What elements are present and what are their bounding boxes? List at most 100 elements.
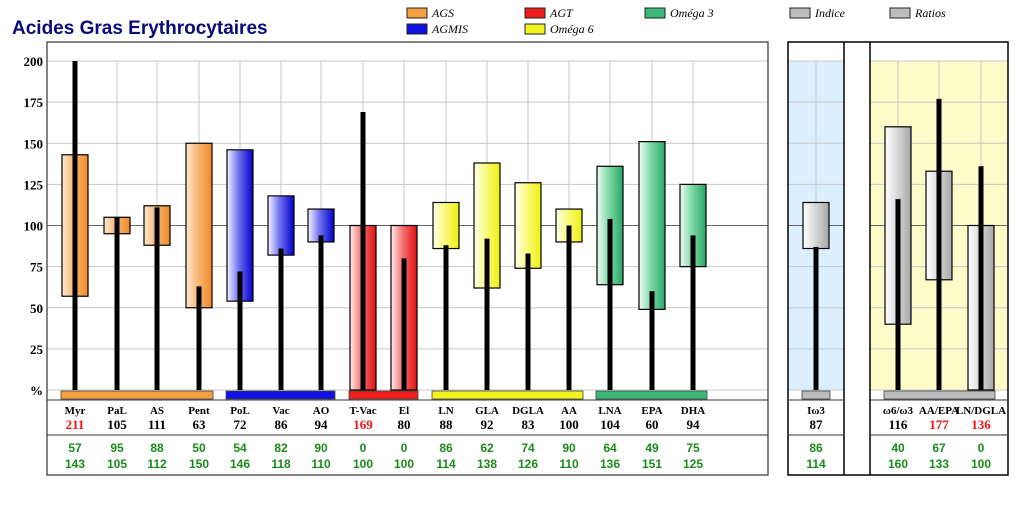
range-high-label-el: 100 <box>394 457 414 471</box>
category-label-aa: AA <box>561 405 577 417</box>
main-panel-frame <box>46 41 769 476</box>
range-low-label-pol: 54 <box>233 441 247 455</box>
range-low-label-6-3: 40 <box>891 441 905 455</box>
legend-swatch-om-ga-6 <box>524 23 546 35</box>
range-high-label-ao: 110 <box>311 457 331 471</box>
category-label-myr: Myr <box>65 405 86 417</box>
legend-swatch-ratios <box>889 7 911 19</box>
range-high-label-dgla: 126 <box>518 457 538 471</box>
value-label-ln: 88 <box>440 417 454 432</box>
range-low-label-ao: 90 <box>314 441 328 455</box>
range-box-vac <box>267 195 295 256</box>
legend-swatch-om-ga-3 <box>644 7 666 19</box>
legend-swatch-ags <box>406 7 428 19</box>
range-box-epa <box>638 141 666 310</box>
value-label-aa-epa: 177 <box>929 417 949 432</box>
category-label-el: El <box>399 405 409 417</box>
category-label-lna: LNA <box>598 405 621 417</box>
value-label-dgla: 83 <box>522 417 536 432</box>
range-high-label-pol: 146 <box>230 457 250 471</box>
range-high-label-ln: 114 <box>436 457 456 471</box>
y-tick-label-100: 100 <box>24 219 44 234</box>
y-tick-label-200: 200 <box>24 54 44 69</box>
y-tick-label-75: 75 <box>30 260 44 275</box>
range-high-label-myr: 143 <box>65 457 85 471</box>
value-label-lna: 104 <box>600 417 620 432</box>
range-low-label-dgla: 74 <box>521 441 535 455</box>
range-high-label-vac: 118 <box>271 457 291 471</box>
legend-label-ratios: Ratios <box>914 6 946 20</box>
group-baseline-agmis <box>225 390 336 400</box>
category-label-dha: DHA <box>681 405 706 417</box>
bars <box>60 61 996 400</box>
legend: AGS AGMIS AGT Oméga 6 Oméga 3 Indice Ratios <box>406 6 946 36</box>
category-label-pal: PaL <box>107 405 127 417</box>
y-axis: 200 175 150 125 100 75 50 25% <box>24 54 44 398</box>
range-high-label-dha: 125 <box>683 457 703 471</box>
range-high-label-lna: 136 <box>600 457 620 471</box>
range-high-label-6-3: 160 <box>888 457 908 471</box>
range-low-label-i-3: 86 <box>809 441 823 455</box>
range-high-label-pal: 105 <box>107 457 127 471</box>
range-low-label-epa: 49 <box>645 441 659 455</box>
range-high-label-ln-dgla: 100 <box>971 457 991 471</box>
range-high-label-gla: 138 <box>477 457 497 471</box>
range-low-label-aa-epa: 67 <box>932 441 946 455</box>
value-label-ln-dgla: 136 <box>971 417 991 432</box>
group-baseline-indice <box>801 390 831 400</box>
category-label-6-3: ω6/ω3 <box>883 405 914 417</box>
range-box-i-3 <box>802 201 830 250</box>
range-low-label-dha: 75 <box>686 441 700 455</box>
category-label-pol: PoL <box>230 405 250 417</box>
y-tick-label-150: 150 <box>24 136 44 151</box>
group-baseline-om-ga-3 <box>595 390 708 400</box>
value-label-aa: 100 <box>559 417 579 432</box>
range-low-label-t-vac: 0 <box>360 441 367 455</box>
category-label-vac: Vac <box>272 405 289 417</box>
category-label-as: AS <box>150 405 164 417</box>
range-high-label-aa-epa: 133 <box>929 457 949 471</box>
y-tick-label-175: 175 <box>24 95 44 110</box>
range-low-label-as: 88 <box>150 441 164 455</box>
legend-label-om-ga-6: Oméga 6 <box>550 22 594 36</box>
value-label-dha: 94 <box>687 417 701 432</box>
range-low-label-myr: 57 <box>68 441 82 455</box>
group-baseline-agt <box>348 390 419 400</box>
range-low-label-ln: 86 <box>439 441 453 455</box>
value-label-ao: 94 <box>315 417 329 432</box>
value-label-6-3: 116 <box>889 417 908 432</box>
range-high-label-aa: 110 <box>559 457 579 471</box>
range-low-label-pal: 95 <box>110 441 124 455</box>
category-label-t-vac: T-Vac <box>349 405 376 417</box>
group-baseline-om-ga-6 <box>431 390 584 400</box>
legend-label-agt: AGT <box>549 6 574 20</box>
value-label-myr: 211 <box>66 417 85 432</box>
legend-label-agmis: AGMIS <box>431 22 468 36</box>
range-high-label-pent: 150 <box>189 457 209 471</box>
group-baseline-ags <box>60 390 214 400</box>
value-label-el: 80 <box>398 417 411 432</box>
range-low-label-pent: 50 <box>192 441 206 455</box>
range-low-label-ln-dgla: 0 <box>978 441 985 455</box>
chart-title: Acides Gras Erythrocytaires <box>12 18 268 39</box>
range-low-label-gla: 62 <box>480 441 494 455</box>
range-box-pent <box>185 142 213 309</box>
range-high-label-epa: 151 <box>642 457 662 471</box>
legend-label-om-ga-3: Oméga 3 <box>670 6 714 20</box>
category-label-dgla: DGLA <box>512 405 544 417</box>
y-tick-label-25: 25 <box>30 342 44 357</box>
value-label-t-vac: 169 <box>353 417 373 432</box>
side-panel-frame <box>787 41 1009 476</box>
range-low-label-lna: 64 <box>603 441 617 455</box>
legend-label-ags: AGS <box>431 6 454 20</box>
value-label-epa: 60 <box>646 417 659 432</box>
value-label-pent: 63 <box>193 417 207 432</box>
range-low-label-aa: 90 <box>562 441 576 455</box>
value-label-pal: 105 <box>107 417 127 432</box>
legend-swatch-agt <box>524 7 546 19</box>
group-baseline-ratios <box>883 390 996 400</box>
value-label-as: 111 <box>148 417 166 432</box>
range-high-label-as: 112 <box>147 457 167 471</box>
labels: Myr21157143PaL10595105AS11188112Pent6350… <box>65 405 1006 471</box>
